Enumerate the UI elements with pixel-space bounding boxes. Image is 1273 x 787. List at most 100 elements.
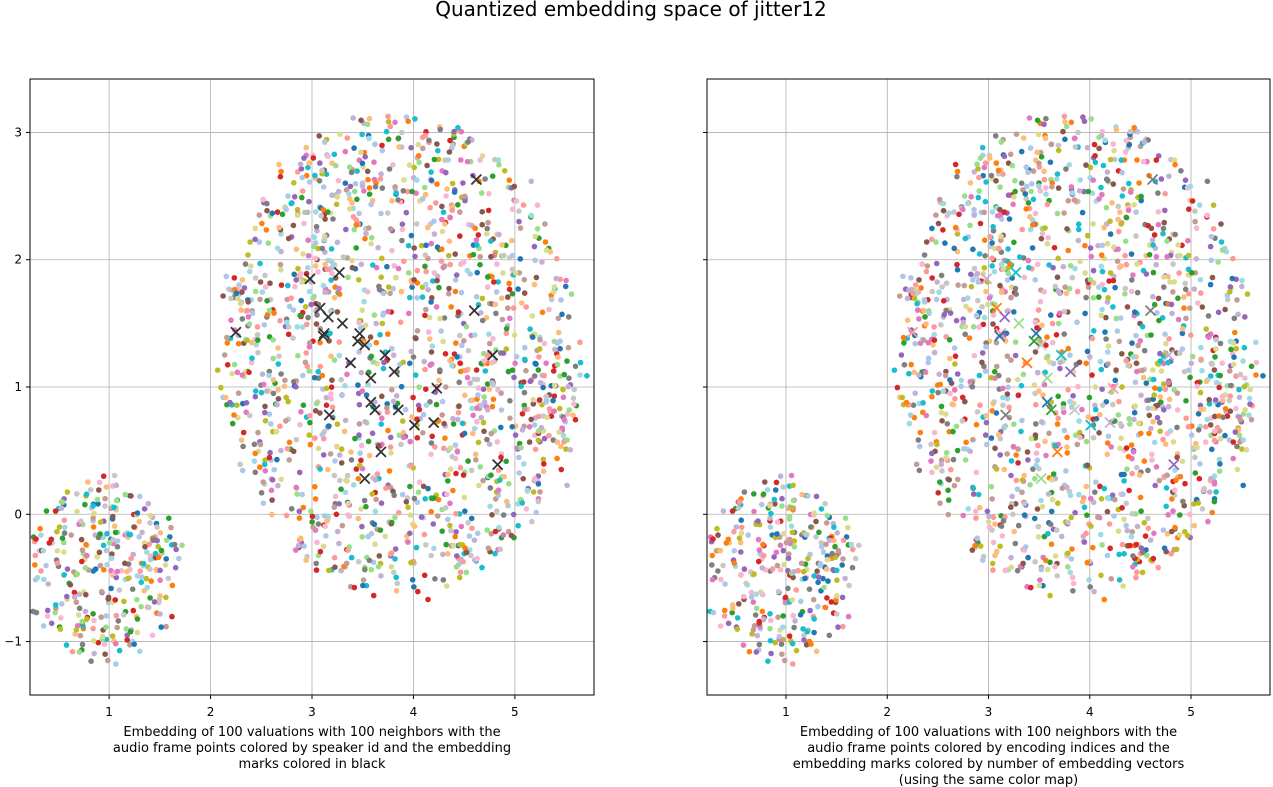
audio-frame-point bbox=[298, 270, 304, 277]
audio-frame-point bbox=[79, 547, 86, 553]
audio-frame-point bbox=[939, 284, 945, 290]
audio-frame-point bbox=[270, 337, 277, 343]
audio-frame-point bbox=[355, 475, 362, 482]
audio-frame-point bbox=[554, 340, 561, 346]
audio-frame-point bbox=[570, 395, 577, 402]
audio-frame-point bbox=[464, 158, 471, 165]
audio-frame-point bbox=[767, 625, 773, 632]
audio-frame-point bbox=[317, 410, 323, 416]
audio-frame-point bbox=[384, 405, 390, 411]
audio-frame-point bbox=[69, 648, 76, 655]
audio-frame-point bbox=[421, 184, 428, 191]
audio-frame-point bbox=[518, 300, 525, 306]
audio-frame-point bbox=[1166, 173, 1172, 179]
audio-frame-point bbox=[466, 533, 473, 539]
audio-frame-point bbox=[452, 288, 459, 295]
audio-frame-point bbox=[1220, 414, 1226, 421]
audio-frame-point bbox=[1072, 135, 1078, 141]
audio-frame-point bbox=[1104, 508, 1111, 515]
audio-frame-point bbox=[426, 314, 433, 321]
audio-frame-point bbox=[1202, 439, 1209, 445]
audio-frame-point bbox=[1012, 188, 1018, 195]
audio-frame-point bbox=[445, 516, 451, 523]
audio-frame-point bbox=[555, 354, 561, 361]
audio-frame-point bbox=[312, 240, 319, 246]
audio-frame-point bbox=[138, 579, 145, 586]
audio-frame-point bbox=[518, 383, 524, 390]
audio-frame-point bbox=[1175, 295, 1181, 302]
audio-frame-point bbox=[423, 542, 429, 548]
audio-frame-point bbox=[767, 503, 773, 509]
audio-frame-point bbox=[414, 328, 421, 334]
audio-frame-point bbox=[1041, 176, 1048, 183]
audio-frame-point bbox=[1040, 392, 1046, 398]
audio-frame-point bbox=[967, 448, 973, 455]
audio-frame-point bbox=[820, 549, 827, 555]
audio-frame-point bbox=[1083, 530, 1089, 537]
audio-frame-point bbox=[336, 452, 343, 458]
audio-frame-point bbox=[790, 574, 796, 581]
audio-frame-point bbox=[786, 633, 793, 639]
audio-frame-point bbox=[293, 484, 300, 491]
audio-frame-point bbox=[398, 383, 405, 390]
audio-frame-point bbox=[421, 572, 428, 579]
audio-frame-point bbox=[148, 578, 154, 584]
audio-frame-point bbox=[1019, 417, 1025, 424]
audio-frame-point bbox=[393, 393, 400, 399]
audio-frame-point bbox=[1068, 514, 1074, 521]
audio-frame-point bbox=[536, 397, 543, 403]
audio-frame-point bbox=[1079, 406, 1085, 413]
audio-frame-point bbox=[1072, 432, 1079, 439]
audio-frame-point bbox=[103, 484, 110, 490]
audio-frame-point bbox=[358, 442, 365, 449]
audio-frame-point bbox=[1037, 298, 1044, 305]
right-gridlines bbox=[707, 79, 1270, 695]
audio-frame-point bbox=[285, 331, 292, 338]
audio-frame-point bbox=[1097, 483, 1103, 490]
audio-frame-point bbox=[557, 405, 563, 412]
audio-frame-point bbox=[482, 368, 489, 374]
audio-frame-point bbox=[906, 370, 912, 377]
audio-frame-point bbox=[352, 435, 358, 442]
audio-frame-point bbox=[266, 372, 272, 379]
audio-frame-point bbox=[146, 604, 152, 611]
audio-frame-point bbox=[278, 267, 284, 273]
audio-frame-point bbox=[461, 338, 467, 344]
audio-frame-point bbox=[1239, 446, 1245, 452]
embedding-mark bbox=[1055, 349, 1068, 361]
audio-frame-point bbox=[312, 496, 319, 502]
audio-frame-point bbox=[1215, 259, 1221, 265]
audio-frame-point bbox=[392, 184, 398, 190]
audio-frame-point bbox=[1001, 153, 1008, 160]
audio-frame-point bbox=[1057, 310, 1063, 317]
audio-frame-point bbox=[1141, 139, 1148, 145]
audio-frame-point bbox=[248, 263, 254, 269]
audio-frame-point bbox=[442, 157, 448, 163]
audio-frame-point bbox=[1070, 588, 1076, 594]
audio-frame-point bbox=[455, 309, 462, 315]
audio-frame-point bbox=[350, 115, 356, 121]
audio-frame-point bbox=[1005, 270, 1012, 277]
audio-frame-point bbox=[1222, 406, 1229, 412]
audio-frame-point bbox=[910, 402, 917, 409]
audio-frame-point bbox=[532, 446, 539, 453]
audio-frame-point bbox=[454, 449, 461, 455]
x-axis-label-line: audio frame points colored by speaker id… bbox=[113, 741, 511, 756]
audio-frame-point bbox=[425, 329, 432, 335]
audio-frame-point bbox=[965, 295, 971, 301]
audio-frame-point bbox=[285, 193, 291, 199]
audio-frame-point bbox=[1127, 128, 1134, 135]
audio-frame-point bbox=[786, 551, 792, 557]
audio-frame-point bbox=[1131, 124, 1137, 131]
audio-frame-point bbox=[1104, 552, 1111, 559]
audio-frame-point bbox=[1030, 168, 1037, 174]
audio-frame-point bbox=[68, 532, 74, 538]
audio-frame-point bbox=[1015, 522, 1022, 529]
audio-frame-point bbox=[255, 349, 261, 356]
audio-frame-point bbox=[1176, 350, 1183, 356]
audio-frame-point bbox=[929, 225, 935, 232]
audio-frame-point bbox=[124, 632, 130, 638]
audio-frame-point bbox=[1047, 559, 1053, 566]
